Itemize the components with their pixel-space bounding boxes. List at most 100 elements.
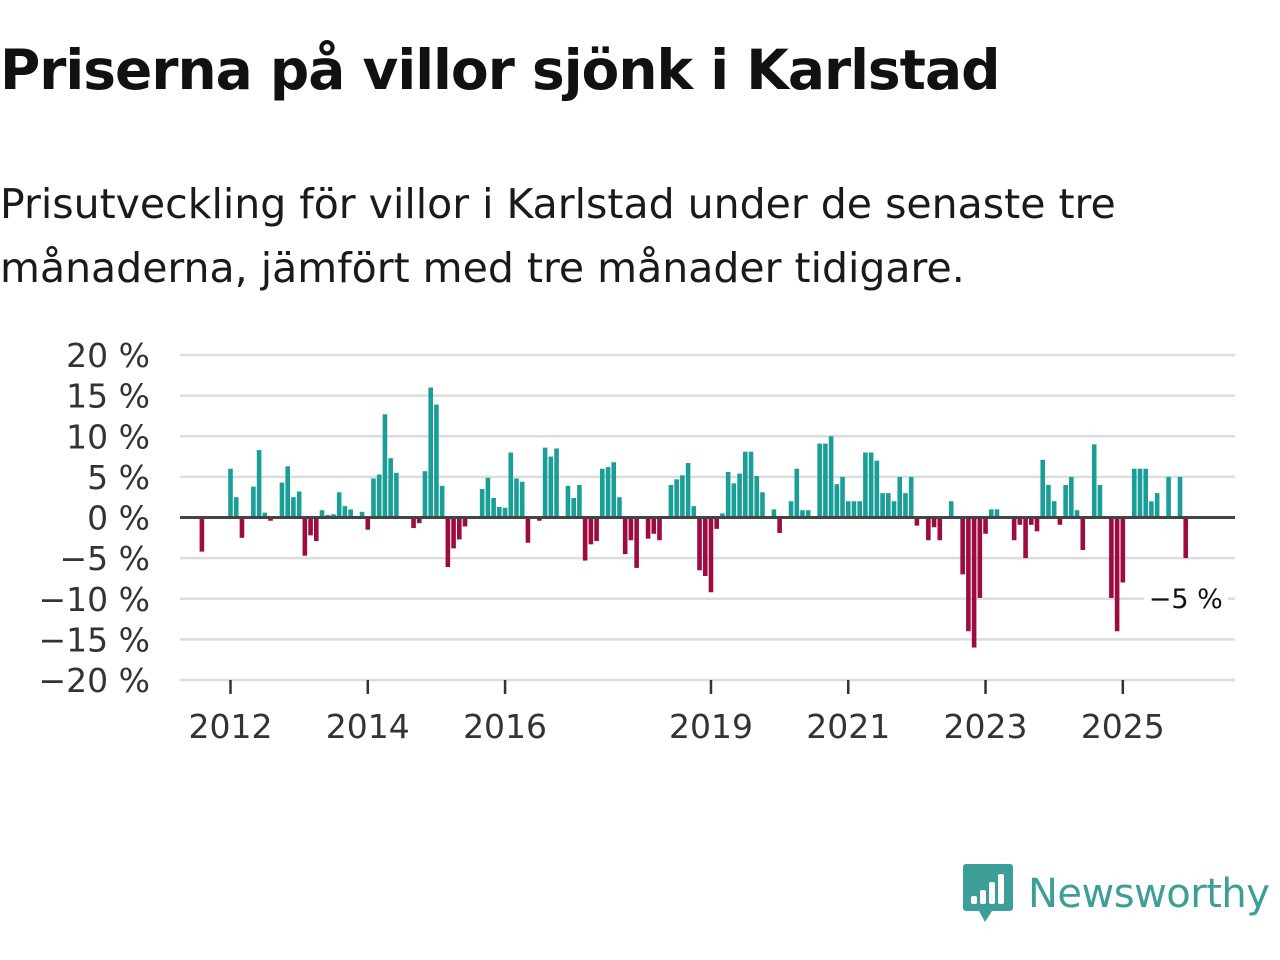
y-tick-label: 0 % [87,499,150,538]
bar-negative [1114,517,1120,632]
annotation-bg [1143,578,1228,619]
bar-positive [542,447,548,518]
bar-positive [285,466,290,518]
bar-positive [805,510,811,518]
bar-negative [960,517,965,575]
bar-positive [817,443,822,518]
bar-positive [1143,468,1148,518]
bar-positive [251,486,256,518]
bar-negative [314,517,319,542]
bar-positive [336,492,342,518]
bar-negative [971,517,977,648]
bar-positive [348,509,353,518]
bar-positive [617,497,622,518]
chart-title: Priserna på villor sjönk i Karlstad [0,38,1000,102]
newsworthy-logo: Newsworthy [962,862,1270,926]
bar-positive [868,452,874,518]
bar-negative [451,517,456,549]
bar-positive [434,404,439,518]
bar-positive [680,475,685,518]
bar-positive [857,501,862,518]
bar-positive [502,507,508,518]
x-tick-label: 2021 [806,707,890,746]
x-tick-label: 2014 [326,707,410,746]
bar-positive [1097,485,1103,518]
bar-negative [651,517,657,534]
bar-positive [748,451,754,518]
bar-positive [1091,444,1097,518]
bar-positive [376,474,382,518]
bar-negative [365,517,371,530]
bar-positive [891,501,897,518]
chart-subtitle: Prisutveckling för villor i Karlstad und… [0,172,1240,300]
x-tick-label: 2025 [1081,707,1165,746]
bar-positive [948,501,954,518]
y-axis-labels: 20 %15 %10 %5 %0 %−5 %−10 %−15 %−20 % [39,336,151,700]
bar-positive [497,506,502,518]
bar-positive [1051,501,1057,518]
price-change-chart: 20 %15 %10 %5 %0 %−5 %−10 %−15 %−20 % 20… [39,336,1235,746]
bar-negative [645,517,651,539]
bar-positive [262,512,268,518]
bar-negative [199,517,205,552]
bar-positive [840,476,845,518]
bar-positive [886,493,891,518]
bar-positive [519,481,525,518]
bar-negative [537,517,542,521]
bar-negative [525,517,531,543]
bar-negative [628,517,634,541]
bar-positive [233,497,239,518]
y-tick-label: −5 % [60,539,151,578]
bar-positive [760,492,765,518]
bar-positive [845,501,851,518]
bar-negative [1183,517,1189,559]
bar-negative [702,517,708,576]
bar-positive [388,458,393,518]
bar-positive [908,476,914,518]
x-tick-label: 2016 [463,707,547,746]
bar-positive [279,482,285,518]
bar-positive [1040,459,1046,518]
bar-negative [416,517,422,524]
subtitle-line-2: månaderna, jämfört med tre månader tidig… [0,244,965,292]
bar-negative [714,517,719,529]
bar-positive [691,506,697,518]
bar-series [199,387,1189,648]
bar-positive [1137,468,1143,518]
bar-positive [731,483,737,518]
bar-negative [457,517,462,540]
bar-positive [508,452,514,518]
bar-positive [565,485,571,518]
bar-positive [228,468,233,518]
bar-positive [851,501,857,518]
bar-positive [394,472,399,518]
bar-positive [743,451,748,518]
bar-positive [874,460,880,518]
bar-negative [966,517,971,632]
bar-negative [937,517,943,541]
annotations: −5 % [1143,578,1228,619]
bar-positive [291,497,296,518]
bar-positive [1154,493,1160,518]
bar-negative [239,517,245,538]
x-tick-label: 2012 [189,707,273,746]
bar-positive [988,509,994,518]
bar-positive [554,448,559,518]
bar-positive [319,510,325,518]
y-tick-label: −20 % [39,661,151,700]
bar-positive [1046,485,1051,518]
newsworthy-logo-icon [963,864,1013,922]
bar-positive [994,509,1000,518]
bar-positive [674,479,679,518]
bar-negative [1034,517,1040,532]
bar-positive [788,501,794,518]
bar-negative [1057,517,1063,525]
bar-negative [1023,517,1028,559]
bar-positive [359,511,365,518]
bar-positive [1177,476,1183,518]
bar-positive [737,473,742,518]
bar-negative [1011,517,1017,541]
bar-positive [439,485,445,518]
y-tick-label: −10 % [39,580,151,619]
bar-negative [445,517,451,568]
